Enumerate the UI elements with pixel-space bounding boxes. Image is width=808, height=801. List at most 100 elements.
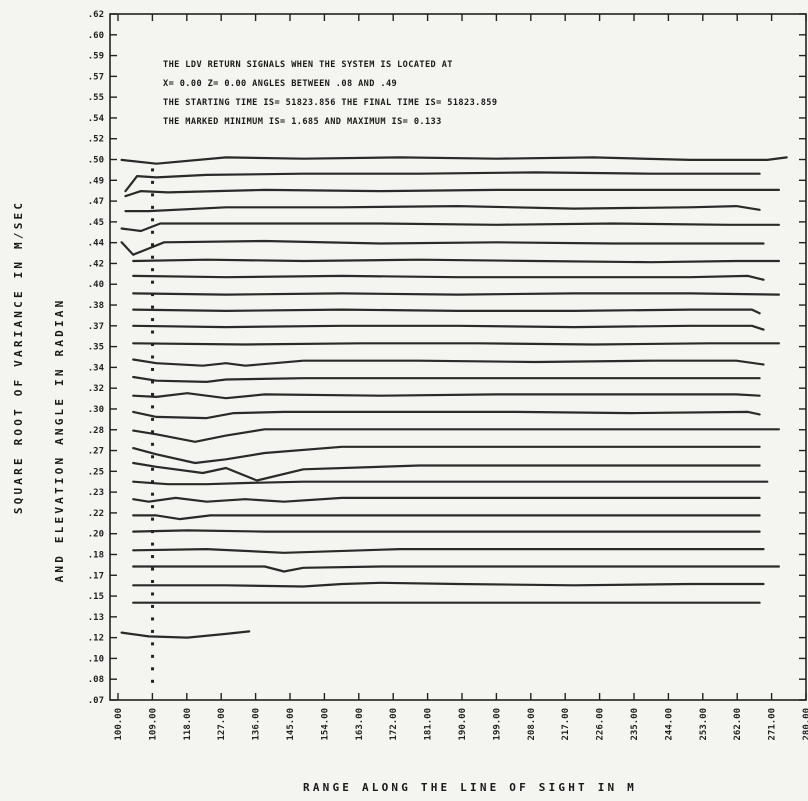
marked-point: [151, 305, 155, 309]
y-tick-label: .37: [88, 322, 104, 332]
y-tick-label: .62: [88, 10, 104, 20]
marked-point: [151, 530, 155, 534]
marked-point: [151, 455, 155, 459]
info-line-3: THE STARTING TIME IS= 51823.856 THE FINA…: [163, 98, 497, 108]
info-line-1: THE LDV RETURN SIGNALS WHEN THE SYSTEM I…: [163, 60, 453, 70]
marked-point: [151, 168, 155, 172]
marked-point: [151, 442, 155, 446]
marked-point: [151, 592, 155, 596]
x-axis-title: RANGE ALONG THE LINE OF SIGHT IN M: [303, 781, 637, 794]
y-axis-title-line-2: AND ELEVATION ANGLE IN RADIAN: [53, 298, 66, 583]
info-block: THE LDV RETURN SIGNALS WHEN THE SYSTEM I…: [163, 60, 497, 127]
y-tick-label: .18: [88, 550, 104, 560]
marked-point: [151, 180, 155, 184]
series-line: [124, 205, 761, 213]
y-axis: .62 .60 .59 .57 .55 .54 .52 .50 .49 .47 .45 .44 .42.…: [88, 10, 806, 706]
y-tick-label: .32: [88, 384, 104, 394]
y-tick-label: .22: [88, 509, 104, 519]
series-line: [132, 529, 761, 533]
series-line: [132, 480, 769, 486]
series-line: [132, 342, 781, 346]
x-tick-label: 100.00: [114, 708, 124, 741]
marked-point: [151, 318, 155, 322]
y-tick-label: .42: [88, 259, 104, 269]
y-tick-label: .57: [88, 72, 104, 82]
series-line: [124, 188, 781, 198]
marked-point: [151, 604, 155, 608]
y-axis-title-line-1: SQUARE ROOT OF VARIANCE IN M/SEC: [12, 200, 25, 514]
x-tick-label: 262.00: [733, 708, 743, 741]
x-tick-label: 190.00: [458, 708, 468, 741]
series-line: [132, 292, 781, 296]
x-tick-label: 136.00: [252, 708, 262, 741]
x-tick-label: 127.00: [217, 708, 227, 741]
y-tick-label: .10: [88, 654, 104, 664]
y-tick-label: .38: [88, 301, 104, 311]
y-tick-label: .08: [88, 675, 104, 685]
marked-point: [151, 654, 155, 658]
series-line: [132, 428, 781, 443]
series-line: [120, 239, 765, 256]
x-tick-label: 217.00: [561, 708, 571, 741]
marked-point: [151, 193, 155, 197]
series-line: [132, 274, 765, 281]
y-tick-label: .27: [88, 447, 104, 457]
series-line: [132, 461, 761, 482]
marked-point: [151, 629, 155, 633]
x-tick-label: 280.00: [802, 708, 808, 741]
series-line: [132, 308, 761, 315]
y-tick-label: .44: [88, 239, 105, 249]
y-tick-label: .13: [88, 613, 104, 623]
x-tick-label: 226.00: [596, 708, 606, 741]
series-line: [120, 156, 788, 165]
info-line-2: X= 0.00 Z= 0.00 ANGLES BETWEEN .08 AND .…: [163, 79, 397, 89]
marked-point: [151, 255, 155, 259]
y-tick-label: .17: [88, 571, 104, 581]
marked-point: [151, 355, 155, 359]
marked-point: [151, 679, 155, 683]
x-tick-label: 172.00: [389, 708, 399, 741]
marked-point: [151, 392, 155, 396]
marked-point: [151, 380, 155, 384]
series-line: [124, 171, 761, 193]
marked-point: [151, 580, 155, 584]
x-tick-label: 118.00: [183, 708, 193, 741]
y-tick-label: .35: [88, 343, 104, 353]
y-tick-label: .23: [88, 488, 104, 498]
series-line: [132, 445, 761, 465]
marked-point: [151, 205, 155, 209]
x-tick-label: 154.00: [320, 708, 330, 741]
series-line: [120, 630, 251, 639]
series-line: [132, 547, 765, 554]
y-tick-label: .60: [88, 31, 104, 41]
marked-point: [151, 405, 155, 409]
y-tick-label: .30: [88, 405, 104, 415]
series-line: [132, 581, 765, 588]
series-line: [132, 358, 765, 367]
info-line-4: THE MARKED MINIMUM IS= 1.685 AND MAXIMUM…: [163, 117, 442, 127]
y-tick-label: .52: [88, 135, 104, 145]
x-tick-label: 271.00: [768, 708, 778, 741]
plot-frame: [109, 13, 807, 701]
series-line: [132, 496, 761, 503]
y-tick-label: .34: [88, 363, 105, 373]
y-tick-label: .40: [88, 280, 104, 290]
marked-points: [151, 168, 155, 683]
x-tick-label: 181.00: [424, 708, 434, 741]
y-tick-label: .54: [88, 114, 105, 124]
series-line: [132, 258, 781, 264]
y-tick-label: .45: [88, 218, 104, 228]
x-tick-label: 163.00: [355, 708, 365, 741]
x-tick-label: 145.00: [286, 708, 296, 741]
marked-point: [151, 567, 155, 571]
x-axis: 100.00 109.00 118.00 127.00 136.00 145.00 154.…: [114, 14, 808, 741]
x-tick-label: 199.00: [492, 708, 502, 741]
y-tick-label: .15: [88, 592, 104, 602]
series-line: [132, 410, 761, 420]
marked-point: [151, 243, 155, 247]
marked-point: [151, 480, 155, 484]
marked-point: [151, 230, 155, 234]
y-tick-label: .25: [88, 467, 104, 477]
